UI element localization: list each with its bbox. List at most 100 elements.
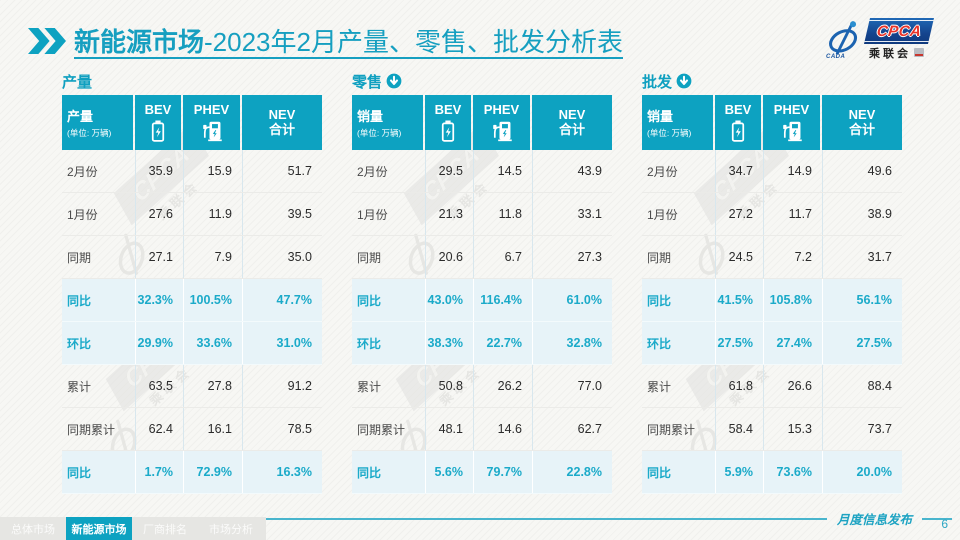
section-title: 零售 [352,73,383,91]
cell-value: 11.8 [473,193,532,235]
column-header-label: NEV 合计 [268,106,296,137]
bottom-tab[interactable]: 市场分析 [209,523,253,536]
cell-value: 72.9% [183,451,242,493]
table-row: 1月份 27.2 11.7 38.9 [642,193,902,236]
cell-value: 22.7% [473,322,532,364]
row-label: 同比 [67,465,92,480]
row-label: 1月份 [357,207,388,222]
bottom-tab[interactable]: 总体市场 [11,523,55,536]
row-label: 同期 [67,250,92,265]
cell-value: 88.4 [822,365,902,407]
bottom-tab[interactable]: 厂商排名 [143,523,187,536]
cell-value: 61.0% [532,279,612,321]
cell-value: 77.0 [532,365,612,407]
charger-icon [491,120,513,142]
row-label: 环比 [67,336,92,351]
table-row: 累计 63.5 27.8 91.2 [62,365,322,408]
page-title-rest: -2023年2月产量、零售、批发分析表 [204,27,623,57]
logo-seal-icon [914,48,924,57]
double-chevron-icon [28,27,66,54]
column-header-label: PHEV [483,102,520,118]
cell-value: 41.5% [715,279,763,321]
table-row: 同比 5.6% 79.7% 22.8% [352,451,612,494]
logo-block: CPCA [863,17,935,44]
table-row: 同期累计 48.1 14.6 62.7 [352,408,612,451]
cell-value: 43.0% [425,279,473,321]
column-header-nev: NEV 合计 [532,95,612,150]
table-header-label-cell: 产量 (单位: 万辆) [62,95,133,150]
cell-value: 27.4% [763,322,822,364]
charger-icon [201,120,223,142]
column-header-label: PHEV [773,102,810,118]
table-row: 累计 50.8 26.2 77.0 [352,365,612,408]
column-header-nev: NEV 合计 [242,95,322,150]
cell-value: 32.3% [135,279,183,321]
page-title-strong: 新能源市场 [74,27,205,57]
cell-value: 1.7% [135,451,183,493]
table-row: 环比 27.5% 27.4% 27.5% [642,322,902,365]
table-body: 2月份 35.9 15.9 51.7 1月份 27.6 11.9 39.5 同期 27.1 7.9 3… [62,150,322,494]
column-header-label: PHEV [193,102,230,118]
table-header-label-cell: 销量 (单位: 万辆) [352,95,423,150]
cell-value: 15.9 [183,150,242,192]
cell-value: 27.5% [715,322,763,364]
cell-value: 33.1 [532,193,612,235]
cell-value: 29.9% [135,322,183,364]
cell-value: 35.9 [135,150,183,192]
cell-value: 14.5 [473,150,532,192]
cell-value: 26.2 [473,365,532,407]
row-label: 同比 [67,293,92,308]
cell-value: 62.7 [532,408,612,450]
cell-value: 79.7% [473,451,532,493]
row-label: 累计 [647,379,672,394]
table-row: 2月份 35.9 15.9 51.7 [62,150,322,193]
row-label: 环比 [357,336,382,351]
table-row: 同期 27.1 7.9 35.0 [62,236,322,279]
cell-value: 39.5 [242,193,322,235]
row-label: 累计 [67,379,92,394]
unit-note: (单位: 万辆) [67,128,112,138]
battery-icon [441,120,455,142]
cpca-logo: CADA CPCA 乘联会 [824,16,936,62]
row-label: 同期累计 [357,422,406,437]
table-row: 2月份 29.5 14.5 43.9 [352,150,612,193]
table-header-row: 产量 (单位: 万辆) BEV PHEV [62,95,322,150]
cell-value: 33.6% [183,322,242,364]
cell-value: 27.8 [183,365,242,407]
cell-value: 62.4 [135,408,183,450]
table-body: 2月份 34.7 14.9 49.6 1月份 27.2 11.7 38.9 同期 24.5 7.2 3… [642,150,902,494]
cell-value: 63.5 [135,365,183,407]
section-down-arrow-icon [676,73,692,89]
header: 新能源市场-2023年2月产量、零售、批发分析表 [28,22,623,59]
cell-value: 32.8% [532,322,612,364]
cell-value: 73.6% [763,451,822,493]
table-row: 同比 41.5% 105.8% 56.1% [642,279,902,322]
battery-icon [731,120,745,142]
cell-value: 38.3% [425,322,473,364]
cell-value: 7.2 [763,236,822,278]
column-header-label: BEV [724,102,752,118]
row-label: 同期 [647,250,672,265]
column-header-phev: PHEV [183,95,240,150]
logo-cn-name: 乘联会 [869,47,911,60]
cell-value: 48.1 [425,408,473,450]
cell-value: 11.9 [183,193,242,235]
cell-value: 56.1% [822,279,902,321]
column-header-label: BEV [434,102,462,118]
table-row: 同比 1.7% 72.9% 16.3% [62,451,322,494]
table-header-row: 销量 (单位: 万辆) BEV PHEV [352,95,612,150]
cell-value: 27.3 [532,236,612,278]
column-header-label: BEV [144,102,172,118]
bottom-tab[interactable]: 新能源市场 [66,517,132,540]
cell-value: 31.7 [822,236,902,278]
cell-value: 100.5% [183,279,242,321]
table-row: 同比 32.3% 100.5% 47.7% [62,279,322,322]
table-body: 2月份 29.5 14.5 43.9 1月份 21.3 11.8 33.1 同期 20.6 6.7 2… [352,150,612,494]
row-label: 同期累计 [67,422,116,437]
row-label: 1月份 [647,207,678,222]
cell-value: 49.6 [822,150,902,192]
table-section: 零售 销量 (单位: 万辆) BEV [352,70,612,494]
table-header-row: 销量 (单位: 万辆) BEV PHEV [642,95,902,150]
footer-rule: 月度信息发布 [0,509,960,528]
page-number: 6 [941,517,948,531]
